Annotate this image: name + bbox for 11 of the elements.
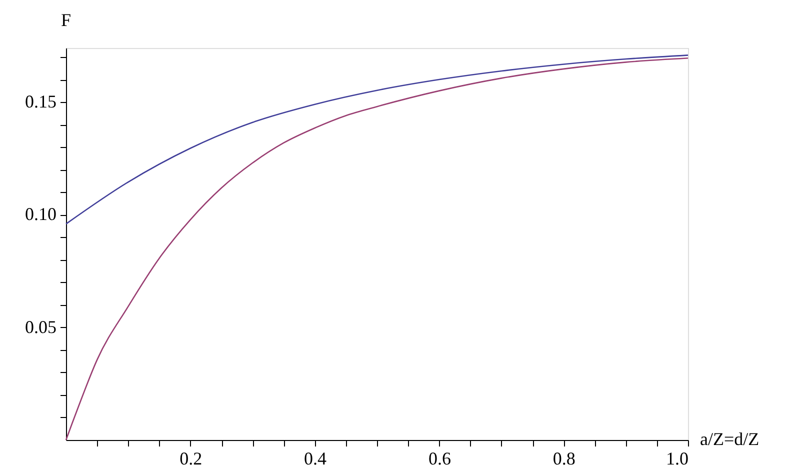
y-tick-label: 0.15 bbox=[25, 92, 56, 112]
x-tick-label: 0.2 bbox=[180, 448, 202, 468]
x-tick-label: 0.4 bbox=[304, 448, 327, 468]
x-axis-title: a/Z=d/Z bbox=[700, 429, 760, 449]
line-series bbox=[65, 54, 689, 225]
y-tick-label: 0.05 bbox=[25, 316, 56, 337]
x-tick-label: 1.0 bbox=[666, 448, 688, 468]
x-tick-label: 0.6 bbox=[428, 448, 451, 468]
y-tick-label: 0.10 bbox=[25, 204, 56, 224]
x-tick-label: 0.8 bbox=[552, 448, 576, 468]
y-axis-title: F bbox=[60, 10, 72, 30]
